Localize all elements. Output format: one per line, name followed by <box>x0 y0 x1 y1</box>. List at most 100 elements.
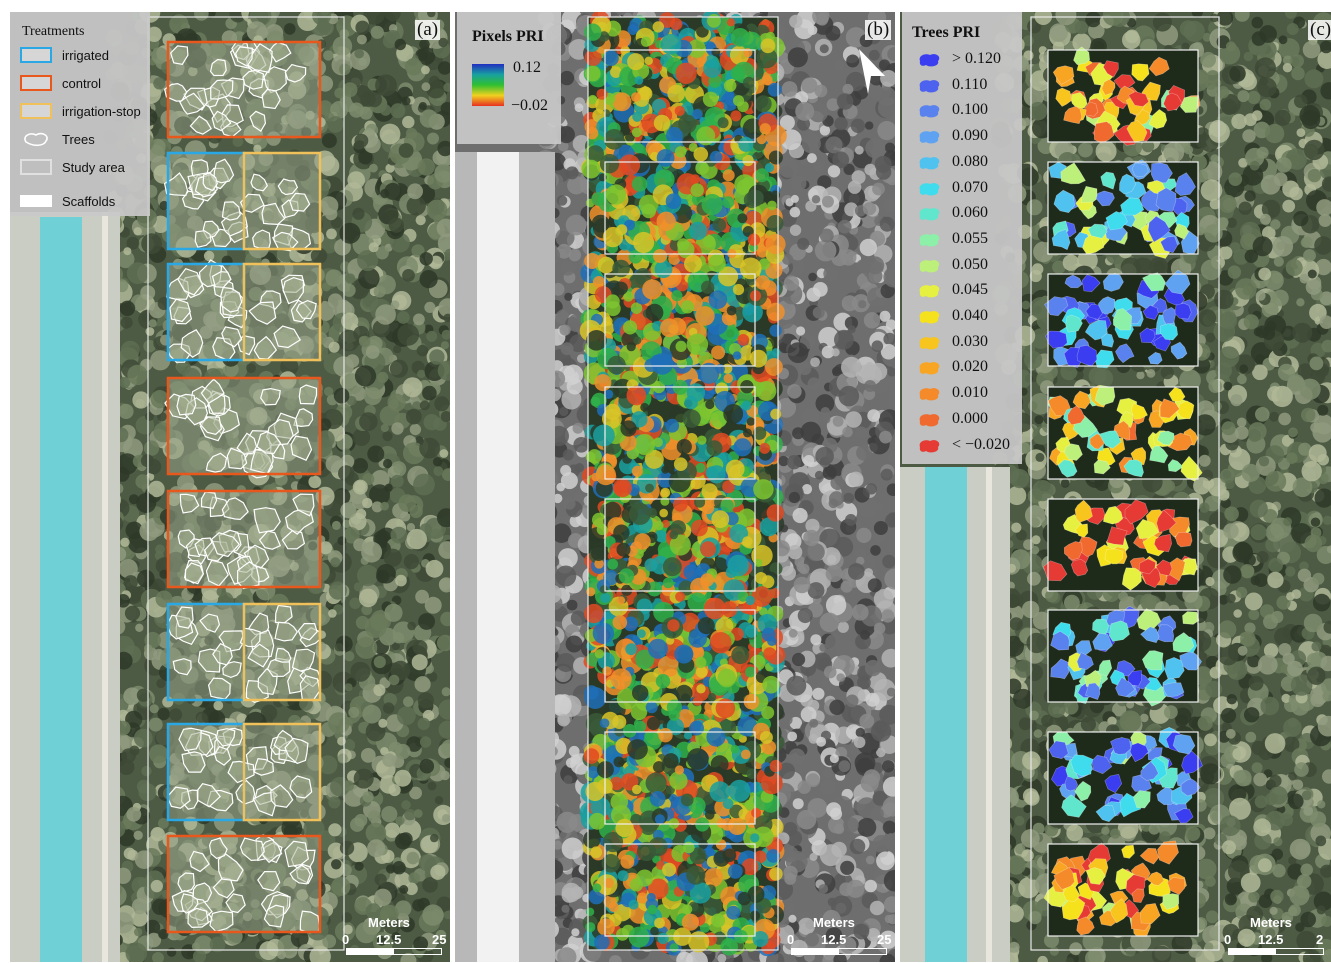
tree-crown <box>1095 805 1116 823</box>
crown-swatch-icon <box>919 336 940 350</box>
tree-crown <box>1174 302 1192 320</box>
irrigated-swatch <box>20 47 52 63</box>
plot-border <box>1047 843 1199 937</box>
canal-water <box>40 217 82 962</box>
tree-outline <box>210 79 234 100</box>
canal-water <box>925 467 967 962</box>
irrigation-stop-plot-border <box>242 262 322 362</box>
tree-crown <box>1180 455 1203 482</box>
tree-outline <box>172 658 192 676</box>
tree-crown <box>1062 883 1081 903</box>
tree-outline <box>261 202 286 226</box>
treatments-legend: Treatments irrigated control irrigation-st… <box>10 12 150 216</box>
irrigation-stop-swatch <box>20 103 52 119</box>
plot-border <box>604 161 756 255</box>
crown-swatch-icon <box>919 285 940 298</box>
tree-crown <box>1174 531 1193 548</box>
scale-tick-mid: 12.5 <box>821 932 847 947</box>
tree-outline <box>289 192 311 212</box>
tree-crown <box>1084 319 1108 341</box>
tree-outline <box>209 910 234 933</box>
tree-crown <box>1131 888 1145 903</box>
study-area-swatch <box>20 159 52 175</box>
tree-crown <box>1112 308 1133 331</box>
tree-crown <box>1138 558 1156 575</box>
treatments-legend-label: Study area <box>62 160 125 175</box>
tree-crown <box>1157 840 1179 865</box>
tree-outline <box>281 529 306 550</box>
trees-pri-legend-label: 0.020 <box>952 358 988 376</box>
tree-crown <box>1051 229 1071 251</box>
trees-pri-legend-label: 0.100 <box>952 101 988 119</box>
tree-outline <box>163 172 189 197</box>
tree-crown <box>1085 682 1101 700</box>
plot-border <box>1047 386 1199 480</box>
tree-crown <box>1045 330 1068 349</box>
tree-crown <box>1131 163 1149 178</box>
tree-outline <box>235 46 253 67</box>
trees-pri-legend-label: 0.110 <box>952 75 988 93</box>
treatments-legend-label: irrigation-stop <box>62 104 141 119</box>
trees-pri-legend-label: 0.070 <box>952 178 988 196</box>
tree-outline <box>236 432 258 455</box>
tree-outline <box>253 757 275 776</box>
tree-crown <box>1080 185 1098 203</box>
tree-outline <box>220 286 243 313</box>
tree-crown <box>1061 895 1086 921</box>
tree-outline <box>239 837 265 862</box>
tree-outline <box>200 491 218 509</box>
tree-crown <box>1164 657 1185 680</box>
scale-bar-a: Meters 0 12.5 25 <box>340 915 448 959</box>
plot-border <box>604 609 756 703</box>
tree-crown <box>1076 916 1095 936</box>
tree-outline <box>179 493 200 514</box>
tree-crown <box>1095 190 1115 207</box>
tree-crown <box>1081 274 1101 293</box>
trees-pri-legend-item: 0.020 <box>916 358 1020 378</box>
tree-outline <box>196 783 222 808</box>
scale-tick-0: 0 <box>342 932 350 947</box>
trees-pri-legend-item: 0.010 <box>916 384 1020 404</box>
treatments-legend-label: Scaffolds <box>62 194 116 209</box>
tree-crown <box>1155 559 1173 577</box>
tree-crown <box>1163 92 1183 112</box>
tree-crown <box>1057 459 1078 478</box>
tree-crown <box>1139 903 1161 925</box>
plot-border <box>604 843 756 937</box>
tree-crown <box>1124 499 1149 525</box>
tree-crown <box>1102 60 1119 78</box>
tree-crown <box>1108 620 1130 642</box>
tree-crown <box>1070 559 1089 577</box>
plot-border <box>604 731 756 825</box>
tree-crown <box>1153 533 1173 553</box>
pixels-pri-legend: Pixels PRI 0.12 −0.02 <box>457 12 561 144</box>
tree-outline <box>248 301 277 325</box>
tree-outline <box>250 173 269 192</box>
treatments-legend-item: Trees <box>20 130 148 150</box>
irrigation-stop-plot-border <box>242 722 322 822</box>
tree-crown <box>1101 78 1116 96</box>
control-swatch <box>20 75 52 91</box>
tree-outline <box>295 299 317 320</box>
tree-outline <box>170 45 189 65</box>
control-plot-border <box>166 489 322 589</box>
tree-pri-plots <box>1043 46 1203 937</box>
treatments-legend-label: control <box>62 76 102 91</box>
tree-crown <box>1127 670 1142 687</box>
crown-swatch-icon <box>919 362 940 375</box>
tree-crown <box>1131 402 1149 420</box>
tree-crown <box>1132 790 1151 809</box>
pri-ramp-min: −0.02 <box>511 97 549 114</box>
tree-outline <box>198 416 223 435</box>
tree-crown <box>1080 201 1097 220</box>
tree-crown <box>1167 459 1184 473</box>
treatments-legend-item: Study area <box>20 158 148 178</box>
tree-outline <box>284 840 309 868</box>
tree-crown <box>1179 650 1202 671</box>
tree-outline <box>274 621 299 642</box>
study-area-outline <box>1030 16 1220 951</box>
control-plot-border <box>166 834 322 934</box>
trees-pri-legend-label: 0.010 <box>952 384 988 402</box>
tree-outline <box>180 893 199 914</box>
trees-pri-legend-label: > 0.120 <box>952 50 1002 67</box>
